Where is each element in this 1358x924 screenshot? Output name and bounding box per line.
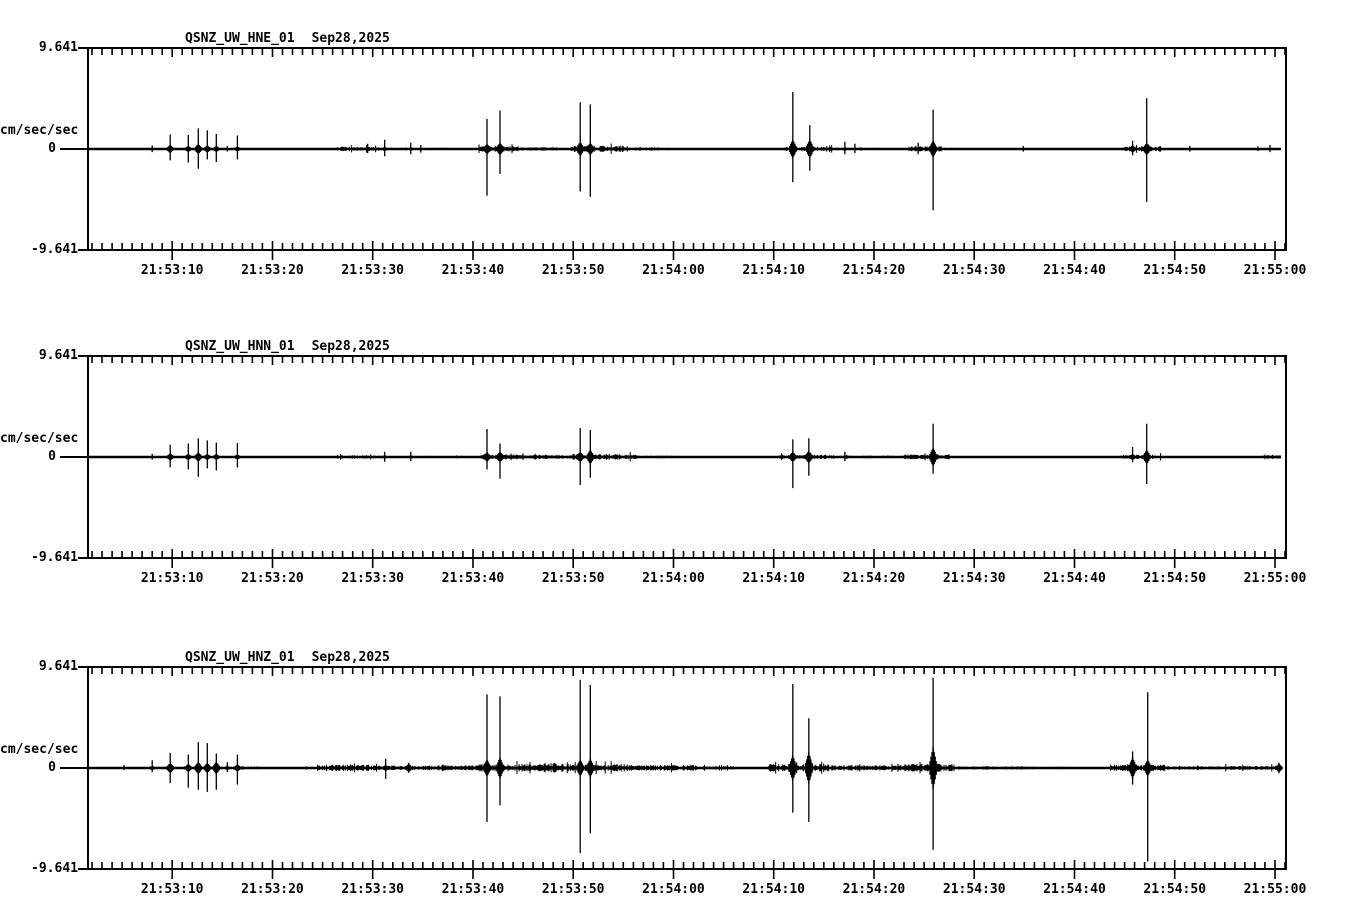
y-axis-units-label: cm/sec/sec xyxy=(0,742,79,757)
y-axis-tick-zero xyxy=(60,148,88,150)
y-axis-zero-label: 0 xyxy=(48,760,56,775)
time-tick-label: 21:54:00 xyxy=(642,571,705,586)
time-tick-label: 21:54:50 xyxy=(1143,882,1207,897)
time-tick-label: 21:54:00 xyxy=(642,882,705,897)
time-axis-labels: 21:53:10 21:53:20 21:53:30 21:53:40 21:53:50… xyxy=(0,667,1358,912)
panel-date: Sep28,2025 xyxy=(311,339,390,354)
y-axis-tick-min xyxy=(78,249,88,251)
y-axis-tick-min xyxy=(78,557,88,559)
y-axis-tick-zero xyxy=(60,456,88,458)
panel-date: Sep28,2025 xyxy=(311,31,390,46)
time-tick-label: 21:54:30 xyxy=(942,882,1006,897)
time-tick-label: 21:53:20 xyxy=(241,263,304,278)
y-axis-min-label: -9.641 xyxy=(31,861,78,876)
time-tick-label: 21:53:30 xyxy=(341,263,405,278)
time-tick-label: 21:53:20 xyxy=(241,571,304,586)
time-tick-label: 21:54:50 xyxy=(1143,263,1207,278)
time-tick-label: 21:54:30 xyxy=(942,571,1006,586)
waveform-plot-hnz xyxy=(87,666,1287,879)
panel-title: QSNZ_UW_HNZ_01 Sep28,2025 xyxy=(185,651,390,664)
time-tick-label: 21:54:10 xyxy=(742,882,806,897)
panel-station-code: QSNZ_UW_HNE_01 xyxy=(185,31,295,46)
waveform-plot-hnn xyxy=(87,355,1287,568)
panel-title: QSNZ_UW_HNE_01 Sep28,2025 xyxy=(185,32,390,45)
time-tick-label: 21:54:30 xyxy=(942,263,1006,278)
panel-title: QSNZ_UW_HNN_01 Sep28,2025 xyxy=(185,340,390,353)
time-tick-label: 21:53:40 xyxy=(441,882,505,897)
time-tick-label: 21:53:30 xyxy=(341,882,405,897)
time-tick-label: 21:54:10 xyxy=(742,263,806,278)
y-axis-tick-max xyxy=(78,666,88,668)
seismogram-panel-hnn: QSNZ_UW_HNN_01 Sep28,2025 9.641 cm/sec/se… xyxy=(0,340,1358,601)
time-tick-label: 21:53:50 xyxy=(541,571,605,586)
time-tick-label: 21:54:50 xyxy=(1143,571,1207,586)
time-tick-label: 21:53:10 xyxy=(140,571,204,586)
y-axis-max-label: 9.641 xyxy=(38,659,78,674)
time-tick-label: 21:54:40 xyxy=(1043,263,1106,278)
time-tick-label: 21:54:20 xyxy=(842,571,906,586)
y-axis-tick-max xyxy=(78,355,88,357)
time-tick-label: 21:53:20 xyxy=(241,882,304,897)
time-tick-label: 21:53:40 xyxy=(441,263,505,278)
time-tick-label: 21:54:10 xyxy=(742,571,806,586)
panel-station-code: QSNZ_UW_HNZ_01 xyxy=(185,650,295,665)
time-tick-label: 21:53:50 xyxy=(541,882,605,897)
seismogram-panel-hne: QSNZ_UW_HNE_01 Sep28,2025 9.641 cm/sec/se… xyxy=(0,32,1358,293)
time-tick-label: 21:54:20 xyxy=(842,882,906,897)
time-tick-label: 21:54:40 xyxy=(1043,571,1106,586)
y-axis-zero-label: 0 xyxy=(48,141,56,156)
y-axis-max-label: 9.641 xyxy=(38,348,78,363)
time-tick-label: 21:55:00 xyxy=(1243,263,1307,278)
time-tick-label: 21:54:40 xyxy=(1043,882,1106,897)
time-tick-label: 21:53:40 xyxy=(441,571,505,586)
time-tick-label: 21:54:20 xyxy=(842,263,906,278)
y-axis-zero-label: 0 xyxy=(48,449,56,464)
y-axis-units-label: cm/sec/sec xyxy=(0,431,79,446)
time-tick-label: 21:55:00 xyxy=(1243,571,1307,586)
panel-date: Sep28,2025 xyxy=(311,650,390,665)
time-tick-label: 21:54:00 xyxy=(642,263,705,278)
time-tick-label: 21:53:10 xyxy=(140,263,204,278)
y-axis-max-label: 9.641 xyxy=(38,40,78,55)
time-tick-label: 21:53:50 xyxy=(541,263,605,278)
seismogram-panel-hnz: QSNZ_UW_HNZ_01 Sep28,2025 9.641 cm/sec/se… xyxy=(0,651,1358,912)
y-axis-units-label: cm/sec/sec xyxy=(0,123,79,138)
y-axis-min-label: -9.641 xyxy=(31,550,78,565)
y-axis-tick-max xyxy=(78,47,88,49)
time-axis-labels: 21:53:10 21:53:20 21:53:30 21:53:40 21:53:50… xyxy=(0,356,1358,601)
time-tick-label: 21:55:00 xyxy=(1243,882,1307,897)
y-axis-min-label: -9.641 xyxy=(31,242,78,257)
time-tick-label: 21:53:30 xyxy=(341,571,405,586)
waveform-plot-hne xyxy=(87,47,1287,260)
time-tick-label: 21:53:10 xyxy=(140,882,204,897)
panel-station-code: QSNZ_UW_HNN_01 xyxy=(185,339,295,354)
y-axis-tick-min xyxy=(78,868,88,870)
time-axis-labels: 21:53:10 21:53:20 21:53:30 21:53:40 21:53:50… xyxy=(0,48,1358,293)
y-axis-tick-zero xyxy=(60,767,88,769)
